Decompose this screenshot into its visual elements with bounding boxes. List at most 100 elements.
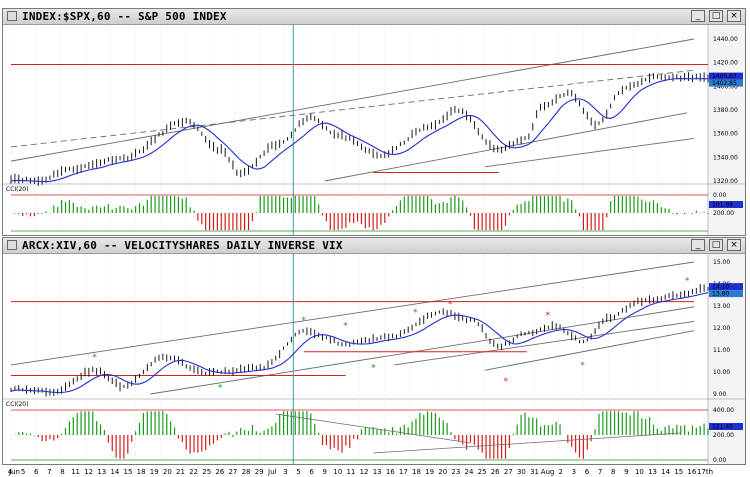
- sell-signal-star: *: [448, 300, 453, 310]
- date-tick-label: 13: [373, 468, 382, 476]
- date-tick-label: 20: [163, 468, 172, 476]
- moving-average-line: [10, 292, 709, 394]
- spx-chart-title: INDEX:$SPX,60 -- S&P 500 INDEX: [22, 10, 227, 23]
- date-tick-label: 17: [399, 468, 408, 476]
- spx-chart-area[interactable]: 1440.00 1420.00 1400.00 1380.00 1360.00 1340.…: [3, 9, 745, 235]
- date-tick-label: 6: [585, 468, 590, 476]
- current-price-box: [709, 72, 743, 80]
- date-tick-label: 13: [97, 468, 106, 476]
- date-tick-label: 6: [309, 468, 314, 476]
- cci-trend-line: [275, 413, 472, 444]
- date-tick-label: 25: [478, 468, 487, 476]
- date-axis: 4 5 6 7 8 11 12 13 14 15 18 19 20 21 22 25 26 27 28 29 3 5 6 9 1…: [0, 465, 750, 477]
- cci-tick-label: 0.00: [713, 457, 727, 464]
- xiv-chart-title: ARCX:XIV,60 -- VELOCITYSHARES DAILY INVE…: [22, 239, 343, 252]
- trend-channel-line: [484, 330, 695, 371]
- minimize-icon[interactable]: _: [691, 239, 705, 251]
- buy-signal-star: *: [413, 308, 418, 318]
- date-tick-label: 2: [559, 468, 563, 476]
- cci-value-label: 101.98: [712, 202, 733, 209]
- date-tick-label: 16: [687, 468, 696, 476]
- ma-price-label: 1402.85: [712, 80, 737, 87]
- date-tick-label: 8: [60, 468, 64, 476]
- cci-trend-line: [373, 432, 681, 454]
- xiv-titlebar[interactable]: ARCX:XIV,60 -- VELOCITYSHARES DAILY INVE…: [3, 238, 745, 254]
- trend-channel-line: [150, 306, 695, 395]
- date-tick-label: 26: [491, 468, 500, 476]
- date-tick-label: 16: [386, 468, 395, 476]
- price-tick-label: 1340.00: [713, 154, 738, 161]
- date-tick-label: 11: [346, 468, 355, 476]
- price-scale-background: [708, 25, 745, 235]
- indicator-label: CCI(20): [6, 186, 28, 193]
- buy-signal-star: *: [685, 276, 690, 286]
- ma-price-box: [709, 79, 743, 87]
- sell-signal-star: *: [545, 311, 550, 321]
- current-price-box: [709, 283, 743, 291]
- date-tick-label: 14: [110, 468, 119, 476]
- month-label-jul: Jul: [267, 468, 277, 476]
- xiv-chart-area[interactable]: 15.0014.0013.0012.0011.0010.009.00******…: [3, 238, 745, 464]
- date-axis-background: [0, 465, 750, 477]
- cci-tick-label: 400.00: [713, 407, 734, 414]
- price-tick-label: 13.00: [713, 303, 730, 310]
- cci-tick-label: 200.00: [713, 210, 734, 217]
- price-tick-label: 10.00: [713, 369, 730, 376]
- date-tick-label: 15: [124, 468, 133, 476]
- date-tick-label: 15: [674, 468, 683, 476]
- window-menu-icon[interactable]: [7, 240, 17, 250]
- date-tick-label: 24: [465, 468, 474, 476]
- buy-signal-star: *: [343, 321, 348, 331]
- cci-tick-label: 0.00: [713, 192, 727, 199]
- price-tick-label: 1400.00: [713, 83, 738, 90]
- date-tick-label: 5: [21, 468, 25, 476]
- date-tick-label: 10: [333, 468, 342, 476]
- date-tick-label: 17th: [697, 468, 713, 476]
- minimize-icon[interactable]: _: [691, 10, 705, 22]
- month-label-aug: Aug: [541, 468, 555, 476]
- date-tick-label: 3: [572, 468, 576, 476]
- maximize-icon[interactable]: □: [709, 10, 723, 22]
- cci-value-label: 121.40: [712, 424, 733, 431]
- xiv-chart-window[interactable]: ARCX:XIV,60 -- VELOCITYSHARES DAILY INVE…: [2, 237, 746, 465]
- date-tick-label: 9: [322, 468, 326, 476]
- trend-channel-line: [10, 261, 695, 366]
- price-tick-label: 1360.00: [713, 131, 738, 138]
- spx-titlebar[interactable]: INDEX:$SPX,60 -- S&P 500 INDEX _ □ ×: [3, 9, 745, 25]
- ma-price-box: [709, 290, 743, 298]
- price-tick-label: 9.00: [713, 391, 727, 398]
- spx-chart-window[interactable]: INDEX:$SPX,60 -- S&P 500 INDEX _ □ × 144…: [2, 8, 746, 236]
- date-tick-label: 26: [215, 468, 224, 476]
- date-tick-label: 30: [517, 468, 526, 476]
- trend-channel-line: [10, 69, 695, 148]
- close-icon[interactable]: ×: [727, 10, 741, 22]
- buy-signal-star: *: [371, 364, 376, 374]
- panel-background: [3, 25, 745, 235]
- date-tick-label: 31: [530, 468, 539, 476]
- date-tick-label: 21: [176, 468, 185, 476]
- maximize-icon[interactable]: □: [709, 239, 723, 251]
- cci-tick-label: 200.00: [713, 432, 734, 439]
- date-tick-label: 7: [47, 468, 51, 476]
- date-tick-label: 12: [84, 468, 93, 476]
- cci-value-box: [709, 201, 743, 208]
- buy-signal-star: *: [218, 383, 223, 393]
- sell-signal-star: *: [504, 377, 509, 387]
- panel-background: [3, 254, 745, 464]
- buy-signal-star: *: [580, 361, 585, 371]
- date-tick-label: 20: [438, 468, 447, 476]
- date-tick-label: 14: [661, 468, 670, 476]
- date-tick-label: 6: [34, 468, 39, 476]
- price-tick-label: 15.00: [713, 259, 730, 266]
- date-tick-label: 13: [648, 468, 657, 476]
- close-icon[interactable]: ×: [727, 239, 741, 251]
- date-tick-label: 11: [71, 468, 80, 476]
- date-tick-label: 25: [202, 468, 211, 476]
- date-tick-label: 5: [296, 468, 300, 476]
- date-tick-label: 8: [611, 468, 615, 476]
- price-tick-label: 1320.00: [713, 178, 738, 185]
- date-tick-label: 10: [635, 468, 644, 476]
- window-menu-icon[interactable]: [7, 11, 17, 21]
- trend-channel-line: [394, 320, 695, 366]
- month-label-jun: Jun: [8, 468, 20, 476]
